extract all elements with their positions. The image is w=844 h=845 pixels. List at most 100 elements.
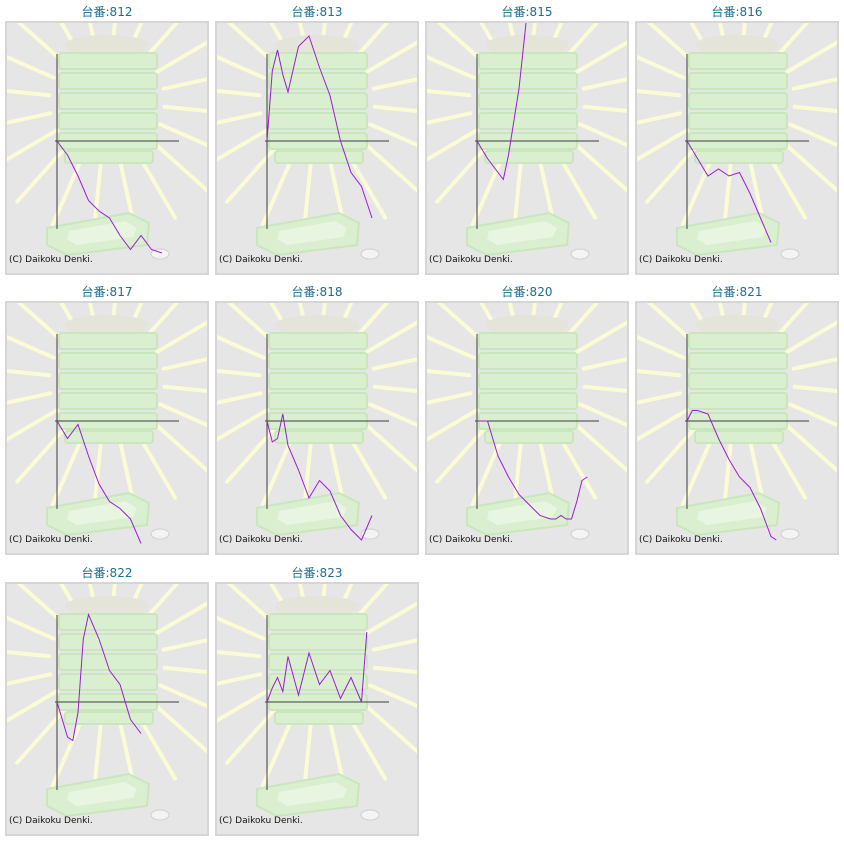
sunburst-ray — [788, 122, 837, 148]
copyright-text: (C) Daikoku Denki. — [219, 255, 303, 265]
machine-title[interactable]: 台番:813 — [291, 5, 343, 19]
medal-tray-inner-art — [697, 221, 767, 245]
background-art — [7, 303, 207, 540]
machine-title[interactable]: 台番:818 — [291, 285, 343, 299]
medal-coin-art — [150, 248, 170, 260]
machine-cell-6: 台番:820 — [425, 283, 629, 555]
machine-title[interactable]: 台番:816 — [711, 5, 763, 19]
graph-frame[interactable]: (C) Daikoku Denki. — [215, 301, 419, 555]
machine-title[interactable]: 台番:822 — [81, 566, 133, 580]
sunburst-ray — [7, 128, 59, 162]
graph-svg — [637, 303, 837, 541]
sunburst-ray — [226, 584, 276, 626]
machine-title[interactable]: 台番:812 — [81, 5, 133, 19]
sunburst-ray — [371, 638, 417, 652]
graph-frame[interactable]: (C) Daikoku Denki. — [215, 582, 419, 836]
sunburst-rays — [217, 584, 417, 799]
sunburst-ray — [365, 320, 417, 354]
medal-coin-art — [150, 528, 170, 540]
medal-pile-art — [65, 315, 149, 335]
sunburst-ray — [568, 137, 627, 193]
background-art — [217, 23, 417, 260]
sunburst-ray — [778, 137, 837, 193]
graph-svg — [7, 303, 207, 544]
graph-frame[interactable]: (C) Daikoku Denki. — [5, 582, 209, 836]
sunburst-ray — [50, 152, 86, 227]
sunburst-ray — [578, 402, 627, 428]
sunburst-ray — [368, 683, 417, 709]
machine-title[interactable]: 台番:815 — [501, 5, 553, 19]
payout-line-9 — [266, 631, 368, 703]
sunburst-ray — [16, 23, 66, 65]
medal-pile-art — [695, 35, 779, 55]
sunburst-ray — [470, 152, 506, 227]
sunburst-ray — [217, 88, 262, 98]
graph-frame[interactable]: (C) Daikoku Denki. — [5, 301, 209, 555]
sunburst-ray — [155, 40, 207, 74]
background-art — [637, 303, 837, 540]
sunburst-ray — [582, 104, 627, 114]
copyright-text: (C) Daikoku Denki. — [9, 255, 93, 265]
machine-title[interactable]: 台番:820 — [501, 285, 553, 299]
graph-frame[interactable]: (C) Daikoku Denki. — [635, 301, 839, 555]
graph-frame[interactable]: (C) Daikoku Denki. — [5, 21, 209, 275]
sunburst-ray — [548, 23, 564, 50]
sunburst-ray — [680, 152, 716, 227]
sunburst-rays — [7, 584, 207, 799]
payout-line-8 — [56, 612, 142, 742]
sunburst-ray — [217, 368, 262, 378]
sunburst-ray — [143, 584, 180, 621]
sunburst-ray — [148, 137, 207, 193]
graph-frame[interactable]: (C) Daikoku Denki. — [425, 301, 629, 555]
payout-line-6 — [477, 420, 588, 520]
payout-line-2 — [476, 23, 527, 181]
medal-pile-art — [65, 596, 149, 616]
sunburst-ray — [217, 391, 263, 405]
medal-tray-inner-art — [487, 221, 557, 245]
sunburst-ray — [298, 584, 307, 608]
sunburst-ray — [637, 54, 686, 80]
graph-svg — [427, 23, 627, 260]
sunburst-ray — [217, 334, 266, 360]
sunburst-ray — [7, 88, 52, 98]
sunburst-ray — [217, 615, 266, 641]
sunburst-ray — [217, 672, 263, 686]
sunburst-ray — [225, 142, 281, 204]
sunburst-ray — [792, 384, 837, 394]
sunburst-ray — [371, 77, 417, 91]
machine-cell-0: 台番:812 — [5, 3, 209, 275]
machine-cell-1: 台番:813 — [215, 3, 419, 275]
stacked-medal-trays-art — [268, 332, 368, 444]
machine-title[interactable]: 台番:817 — [81, 285, 133, 299]
copyright-text: (C) Daikoku Denki. — [429, 255, 513, 265]
sunburst-ray — [645, 422, 701, 484]
machine-title[interactable]: 台番:823 — [291, 566, 343, 580]
sunburst-ray — [548, 303, 564, 330]
graph-frame[interactable]: (C) Daikoku Denki. — [635, 21, 839, 275]
sunburst-ray — [110, 23, 117, 46]
graph-frame[interactable]: (C) Daikoku Denki. — [215, 21, 419, 275]
graph-frame[interactable]: (C) Daikoku Denki. — [425, 21, 629, 275]
sunburst-ray — [143, 303, 180, 340]
sunburst-ray — [88, 23, 97, 47]
medal-tray-inner-art — [487, 501, 557, 525]
medal-tray-inner-art — [67, 782, 137, 806]
machine-cell-7: 台番:821 — [635, 283, 839, 555]
payout-line-3 — [686, 140, 772, 243]
payout-line-1 — [266, 35, 373, 219]
sunburst-ray — [371, 357, 417, 371]
sunburst-ray — [16, 584, 66, 626]
sunburst-ray — [338, 303, 354, 330]
sunburst-ray — [637, 368, 682, 378]
sunburst-ray — [758, 303, 774, 330]
sunburst-ray — [7, 672, 53, 686]
sunburst-ray — [637, 334, 686, 360]
sunburst-ray — [637, 391, 683, 405]
medal-coin-art — [570, 528, 590, 540]
sunburst-ray — [16, 303, 66, 345]
medal-tray-inner-art — [67, 501, 137, 525]
sunburst-ray — [427, 54, 476, 80]
machine-title[interactable]: 台番:821 — [711, 285, 763, 299]
sunburst-ray — [15, 703, 71, 765]
